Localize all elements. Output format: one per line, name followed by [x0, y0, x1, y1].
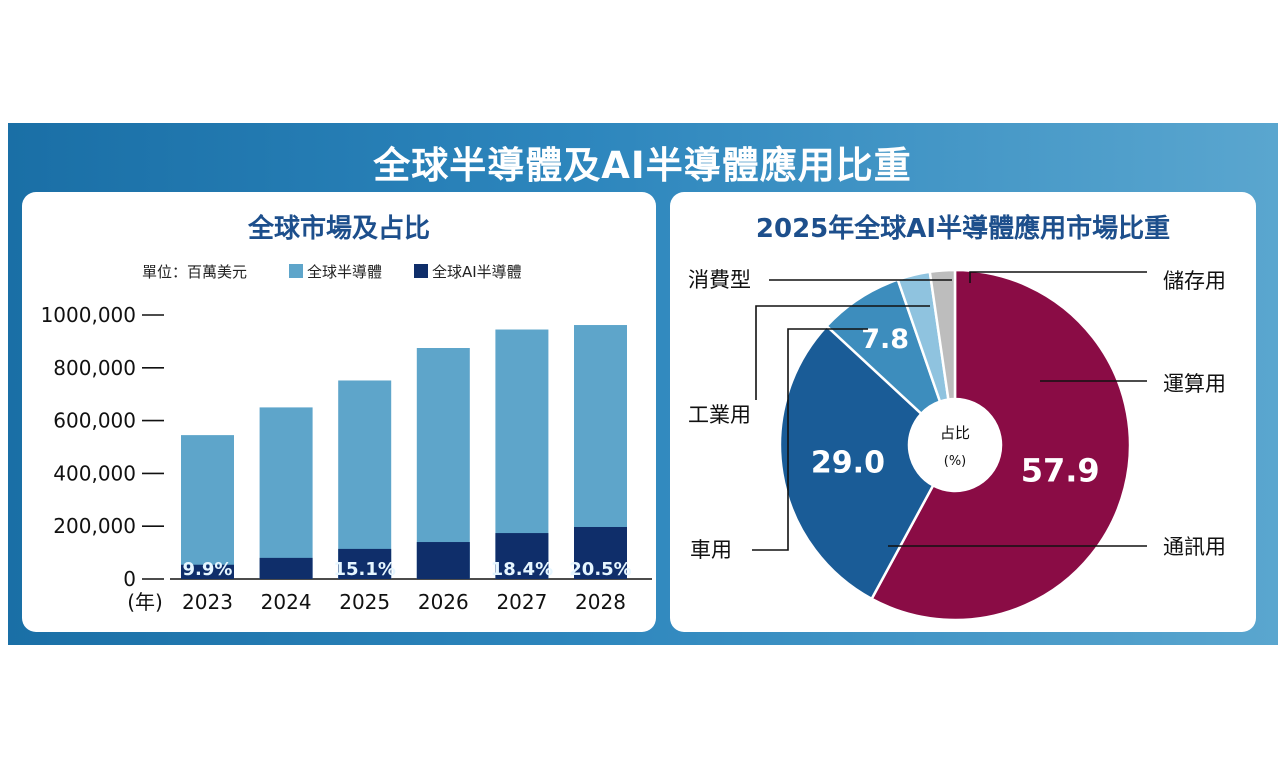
legend-swatch-ai: [414, 264, 428, 278]
leader-automotive: [752, 328, 868, 551]
slice-value-label: 29.0: [811, 446, 885, 481]
bar-ai-2025: [338, 548, 392, 579]
bar-total-2024: [259, 407, 313, 579]
bar-ai-2027: [495, 533, 549, 579]
category-label-consumer: 消費型: [688, 268, 751, 292]
center-label: 占比: [940, 424, 970, 442]
legend-label-ai: 全球AI半導體: [432, 263, 522, 281]
pct-label: 20.5%: [569, 559, 631, 580]
slice-value-label: 7.8: [861, 324, 909, 355]
pct-label: 9.9%: [183, 559, 233, 580]
category-label-automotive: 車用: [690, 538, 732, 562]
category-label-storage: 儲存用: [1163, 269, 1226, 293]
y-tick-label: 0: [123, 567, 136, 591]
legend-swatch-total: [289, 264, 303, 278]
bar-ai-2024: [259, 557, 313, 579]
pct-label: 18.4%: [491, 559, 553, 580]
leader-industrial: [755, 305, 930, 400]
y-tick-label: 600,000: [53, 409, 136, 433]
slice-車用: [778, 324, 935, 601]
category-label-computing: 運算用: [1163, 372, 1226, 396]
x-tick-label: 2026: [418, 590, 469, 614]
slice-儲存用: [928, 268, 957, 401]
x-tick-label: 2025: [339, 590, 390, 614]
x-tick-label: 2027: [496, 590, 547, 614]
y-tick-label: 400,000: [53, 461, 136, 485]
bar-ai-2028: [574, 526, 627, 579]
x-axis-label: (年): [127, 590, 163, 614]
slice-value-label: 57.9: [1021, 452, 1100, 490]
donut-hole: [910, 400, 1000, 490]
x-tick-label: 2028: [575, 590, 626, 614]
bar-ai-2026: [416, 542, 470, 579]
x-tick-label: 2024: [261, 590, 312, 614]
pct-label: 15.1%: [333, 559, 395, 580]
legend-label-total: 全球半導體: [307, 263, 382, 281]
bar-total-2023: [181, 435, 234, 579]
slice-運算用: [869, 268, 1132, 622]
pie-chart-title: 2025年全球AI半導體應用市場比重: [755, 214, 1171, 244]
bar-ai-2023: [181, 564, 234, 579]
y-tick-label: 1000,000: [41, 303, 136, 327]
bar-chart-title: 全球市場及占比: [247, 214, 430, 244]
x-tick-label: 2023: [182, 590, 233, 614]
leader-storage: [969, 271, 1147, 283]
center-unit: (%): [944, 454, 967, 469]
bar-total-2026: [416, 348, 470, 579]
page-title: 全球半導體及AI半導體應用比重: [373, 144, 912, 187]
category-label-industrial: 工業用: [688, 403, 751, 427]
y-tick-label: 200,000: [53, 514, 136, 538]
category-label-communication: 通訊用: [1163, 535, 1226, 559]
bar-total-2025: [338, 380, 392, 579]
unit-label: 單位：百萬美元: [142, 263, 247, 281]
y-tick-label: 800,000: [53, 356, 136, 380]
